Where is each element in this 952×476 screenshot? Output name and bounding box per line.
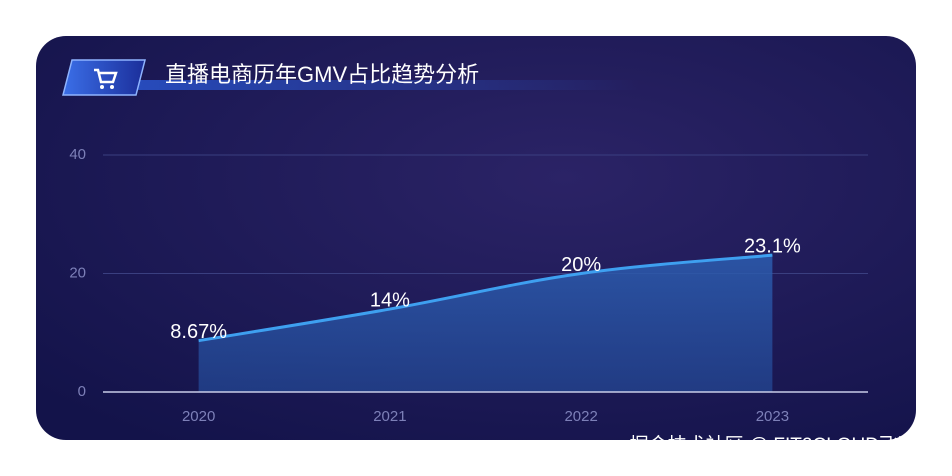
- x-tick-label: 2021: [373, 408, 406, 425]
- area: [198, 255, 773, 392]
- value-label: 8.67%: [170, 321, 227, 343]
- title-badge: [62, 59, 146, 96]
- title-glow: [120, 80, 640, 90]
- value-label: 14%: [370, 289, 410, 311]
- line: [198, 253, 773, 343]
- watermark: 掘金技术社区 @ FIT2CLOUD飞致云: [630, 434, 936, 456]
- y-tick-label: 40: [69, 146, 86, 163]
- x-tick-label: 2020: [182, 408, 215, 425]
- x-tick-label: 2022: [564, 408, 597, 425]
- value-label: 20%: [561, 254, 601, 276]
- y-tick-label: 0: [78, 383, 86, 400]
- y-tick-label: 20: [69, 264, 86, 281]
- chart-title: 直播电商历年GMV占比趋势分析: [165, 62, 479, 87]
- value-label: 23.1%: [744, 235, 801, 257]
- x-tick-label: 2023: [756, 408, 789, 425]
